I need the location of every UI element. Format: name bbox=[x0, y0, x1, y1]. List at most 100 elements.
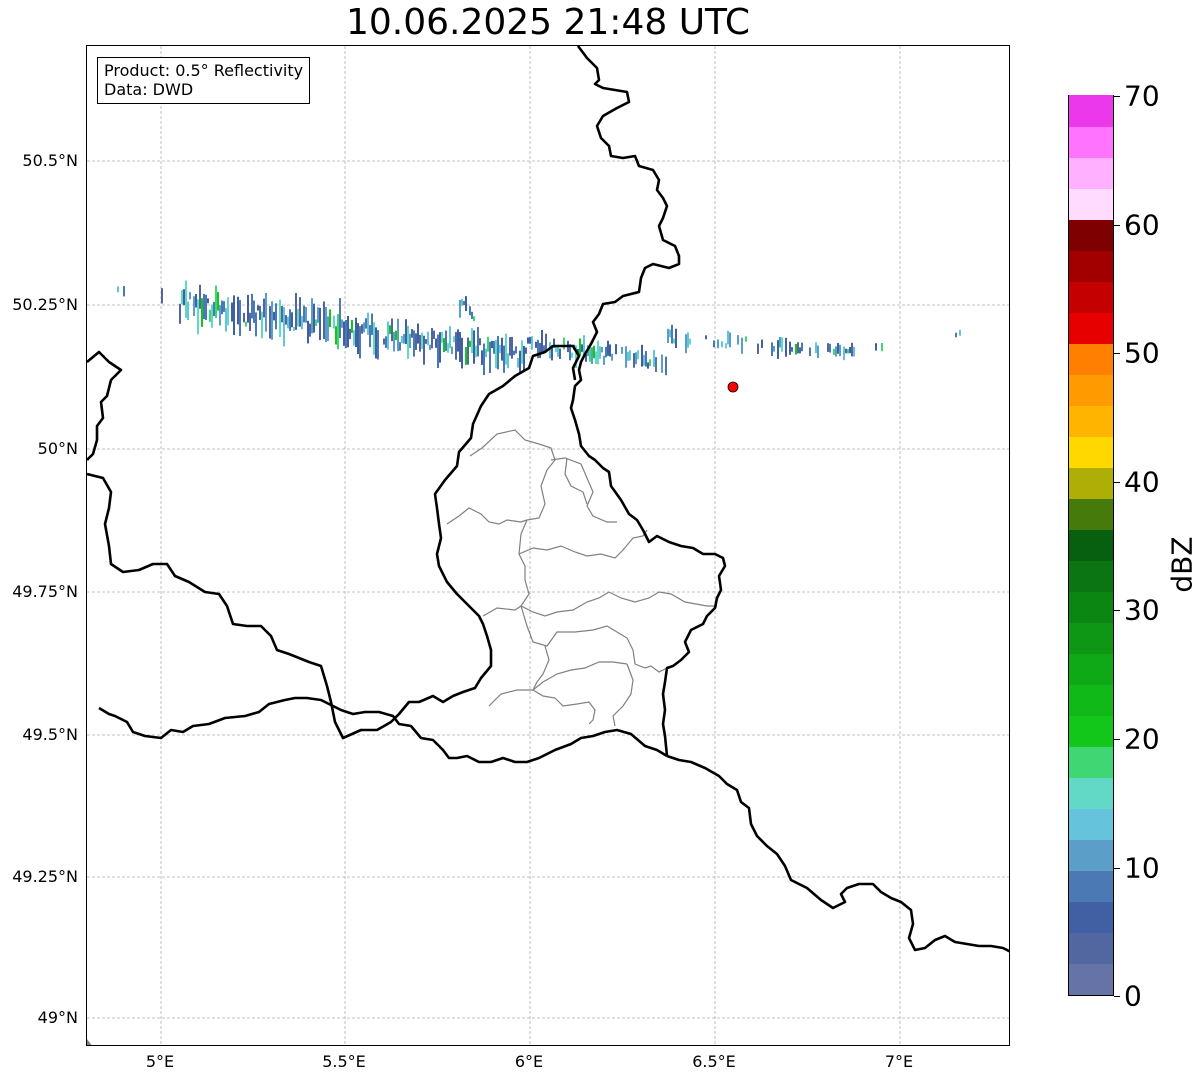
echo-cell bbox=[193, 296, 195, 316]
echo-cell bbox=[849, 347, 851, 354]
echo-cell bbox=[551, 345, 553, 361]
echo-cell bbox=[199, 284, 201, 309]
echo-cell bbox=[367, 312, 369, 335]
echo-cell bbox=[505, 333, 507, 365]
echo-cell bbox=[727, 330, 729, 345]
echo-cell bbox=[955, 332, 957, 338]
echo-cell bbox=[585, 354, 587, 362]
colorbar-tick-label: 20 bbox=[1124, 722, 1160, 756]
echo-cell bbox=[643, 354, 645, 366]
echo-cell bbox=[525, 347, 527, 354]
echo-cell bbox=[459, 300, 461, 318]
echo-cell bbox=[491, 340, 493, 349]
echo-cell bbox=[455, 332, 457, 360]
echo-cell bbox=[209, 309, 211, 322]
colorbar-segment bbox=[1069, 746, 1113, 778]
echo-cell bbox=[287, 316, 289, 329]
echo-cell bbox=[673, 338, 675, 344]
echo-cell bbox=[393, 332, 395, 352]
echo-cell bbox=[317, 307, 319, 323]
echo-cell bbox=[219, 305, 221, 326]
graticule bbox=[87, 46, 1009, 1045]
echo-cell bbox=[343, 321, 345, 346]
echo-cell bbox=[203, 293, 205, 319]
echo-cell bbox=[377, 330, 379, 360]
echo-cell bbox=[405, 319, 407, 344]
echo-cell bbox=[435, 338, 437, 348]
echo-cell bbox=[161, 288, 163, 304]
echo-cell bbox=[507, 353, 509, 369]
echo-cell bbox=[397, 318, 399, 352]
echo-cell bbox=[305, 306, 307, 323]
echo-cell bbox=[571, 352, 573, 358]
echo-cell bbox=[239, 300, 241, 336]
echo-cell bbox=[809, 347, 811, 357]
echo-cell bbox=[647, 362, 649, 369]
echo-cell bbox=[189, 292, 191, 300]
echo-cell bbox=[223, 301, 225, 312]
echo-cell bbox=[847, 349, 849, 354]
echo-cell bbox=[705, 335, 707, 340]
echo-cell bbox=[725, 343, 727, 349]
radar-site-marker[interactable] bbox=[727, 381, 739, 393]
echo-cell bbox=[641, 344, 643, 367]
echo-cell bbox=[323, 301, 325, 339]
echo-cell bbox=[487, 336, 489, 352]
echo-cell bbox=[635, 352, 637, 365]
echo-cell bbox=[415, 333, 417, 350]
echo-cell bbox=[481, 350, 483, 365]
echo-cell bbox=[729, 332, 731, 348]
echo-cell bbox=[221, 300, 223, 315]
map-canvas[interactable] bbox=[87, 46, 1010, 1046]
echo-cell bbox=[117, 286, 119, 293]
echo-cell bbox=[425, 339, 427, 344]
map-panel[interactable] bbox=[86, 45, 1010, 1046]
colorbar-segment bbox=[1069, 157, 1113, 189]
echo-cell bbox=[675, 328, 677, 348]
lon-tick-label: 6.5°E bbox=[692, 1052, 736, 1071]
echo-cell bbox=[471, 311, 473, 319]
echo-cell bbox=[263, 298, 265, 318]
colorbar-segment bbox=[1069, 870, 1113, 902]
echo-cell bbox=[407, 325, 409, 359]
echo-cell bbox=[465, 296, 467, 312]
echo-cell bbox=[441, 332, 443, 343]
echo-cell bbox=[247, 294, 249, 323]
echo-cell bbox=[285, 315, 287, 325]
colorbar-segment bbox=[1069, 467, 1113, 499]
echo-cell bbox=[543, 345, 545, 353]
echo-cell bbox=[833, 348, 835, 355]
echo-cell bbox=[539, 343, 541, 358]
echo-cell bbox=[387, 321, 389, 350]
colorbar-segment bbox=[1069, 95, 1113, 127]
echo-cell bbox=[183, 289, 185, 306]
colorbar-tick-label: 10 bbox=[1124, 851, 1160, 885]
echo-cell bbox=[537, 339, 539, 359]
echo-cell bbox=[671, 324, 673, 344]
echo-cell bbox=[685, 334, 687, 354]
echo-cell bbox=[463, 301, 465, 305]
echo-cell bbox=[555, 346, 557, 353]
echo-cell bbox=[461, 298, 463, 306]
colorbar-segment bbox=[1069, 250, 1113, 282]
echo-cell bbox=[345, 320, 347, 348]
echo-cell bbox=[669, 329, 671, 338]
echo-cell bbox=[473, 316, 475, 322]
country-borders bbox=[87, 46, 1009, 953]
echo-cell bbox=[205, 294, 207, 320]
colorbar-tick-label: 40 bbox=[1124, 465, 1160, 499]
lat-tick-label: 49.25°N bbox=[12, 867, 78, 886]
admin-boundaries bbox=[446, 429, 717, 727]
echo-cell bbox=[839, 344, 841, 356]
echo-cell bbox=[881, 343, 883, 352]
colorbar-segment bbox=[1069, 188, 1113, 220]
colorbar-segment bbox=[1069, 405, 1113, 437]
colorbar-tick bbox=[1114, 868, 1120, 869]
echo-cell bbox=[655, 357, 657, 372]
echo-cell bbox=[361, 324, 363, 334]
echo-cell bbox=[293, 326, 295, 331]
echo-cell bbox=[845, 348, 847, 354]
echo-cell bbox=[475, 345, 477, 358]
echo-cell bbox=[665, 356, 667, 376]
echo-cell bbox=[245, 321, 247, 327]
